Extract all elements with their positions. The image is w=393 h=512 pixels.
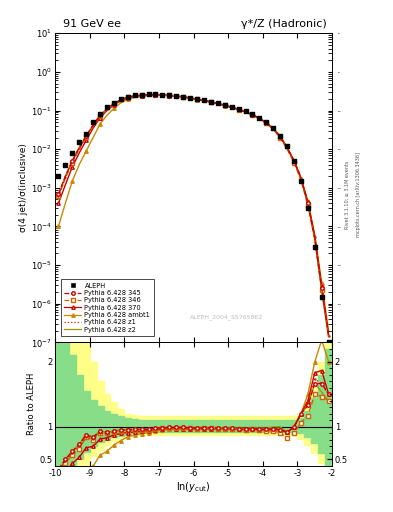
Point xyxy=(104,103,110,112)
Text: 91 GeV ee: 91 GeV ee xyxy=(63,18,121,29)
Point xyxy=(249,110,255,118)
Point xyxy=(111,98,117,106)
Y-axis label: σ(4 jet)/σ(inclusive): σ(4 jet)/σ(inclusive) xyxy=(19,143,28,232)
Point xyxy=(312,243,318,251)
Point xyxy=(97,110,103,118)
Point xyxy=(284,142,290,150)
Point xyxy=(277,132,283,140)
Point xyxy=(263,118,270,126)
Point xyxy=(76,138,83,146)
Point xyxy=(305,204,311,212)
Point xyxy=(69,149,75,157)
Text: mcplots.cern.ch [arXiv:1306.3436]: mcplots.cern.ch [arXiv:1306.3436] xyxy=(356,152,361,237)
Point xyxy=(83,130,89,138)
Point xyxy=(125,93,131,101)
Point xyxy=(159,91,165,99)
Point xyxy=(55,172,62,180)
Text: γ*/Z (Hadronic): γ*/Z (Hadronic) xyxy=(241,18,327,29)
Point xyxy=(270,124,276,132)
Point xyxy=(298,177,304,185)
Point xyxy=(242,108,249,116)
Point xyxy=(187,94,193,102)
Point xyxy=(118,95,124,103)
Point xyxy=(145,90,152,98)
Text: Rivet 3.1.10; ≥ 3.1M events: Rivet 3.1.10; ≥ 3.1M events xyxy=(345,160,350,229)
Point xyxy=(90,118,96,126)
Point xyxy=(319,293,325,301)
X-axis label: ln($y_{\rm cut}$): ln($y_{\rm cut}$) xyxy=(176,480,211,495)
Point xyxy=(222,101,228,109)
Point xyxy=(138,91,145,99)
Text: ALEPH_2004_S5765862: ALEPH_2004_S5765862 xyxy=(190,315,263,321)
Point xyxy=(201,96,207,104)
Point xyxy=(180,93,186,101)
Point xyxy=(208,98,214,106)
Point xyxy=(256,114,263,122)
Point xyxy=(235,105,242,113)
Point xyxy=(132,91,138,99)
Point xyxy=(325,338,332,347)
Y-axis label: Ratio to ALEPH: Ratio to ALEPH xyxy=(28,373,36,435)
Point xyxy=(173,92,179,100)
Legend: ALEPH, Pythia 6.428 345, Pythia 6.428 346, Pythia 6.428 370, Pythia 6.428 ambt1,: ALEPH, Pythia 6.428 345, Pythia 6.428 34… xyxy=(61,279,154,336)
Point xyxy=(152,90,159,98)
Point xyxy=(194,95,200,103)
Point xyxy=(291,157,297,165)
Point xyxy=(166,91,173,99)
Point xyxy=(62,160,68,168)
Point xyxy=(215,99,221,108)
Point xyxy=(228,103,235,111)
